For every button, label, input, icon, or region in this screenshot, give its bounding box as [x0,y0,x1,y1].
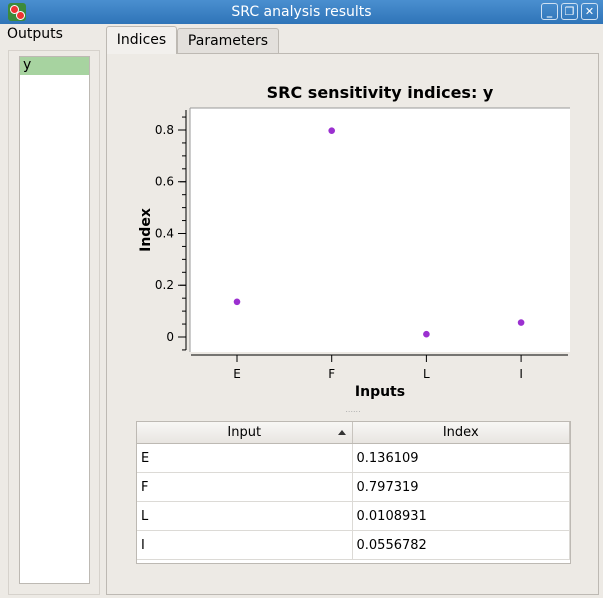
outputs-frame [8,50,100,595]
data-point-L [423,330,430,338]
splitter-handle-icon: ...... [345,405,360,414]
restore-button[interactable]: ❐ [561,3,578,20]
plot-area [190,108,570,352]
header-input[interactable]: Input [137,422,353,443]
header-index[interactable]: Index [353,422,570,443]
table-row[interactable]: E 0.136109 [137,444,570,473]
cell-index: 0.0108931 [353,502,570,530]
y-tick-label: 0.4 [155,226,174,240]
title-bar: SRC analysis results _ ❐ ✕ [0,0,603,24]
outputs-list[interactable]: y [19,56,90,584]
minimize-button[interactable]: _ [541,3,558,20]
y-axis-label: Index [138,208,154,252]
y-tick-label: 0.6 [155,175,174,189]
chart-title: SRC sensitivity indices: y [266,83,494,102]
data-point-I [517,319,525,326]
cell-index: 0.797319 [353,473,570,501]
data-point-F [328,127,336,134]
cell-input: L [137,502,353,530]
x-tick-label-I: I [519,367,523,381]
close-button[interactable]: ✕ [581,3,598,20]
app-icon [8,3,26,21]
output-item-y[interactable]: y [20,57,89,75]
indices-table[interactable]: Input Index E 0.136109 F 0.797319 L 0.0108931… [136,421,571,564]
y-tick-label: 0 [166,330,174,344]
cell-index: 0.136109 [353,444,570,472]
table-header: Input Index [137,422,570,444]
table-row[interactable]: I 0.0556782 [137,531,570,560]
sort-ascending-icon [337,430,346,435]
x-tick-label-E: E [233,367,241,381]
x-tick-label-L: L [423,367,430,381]
data-point-E [233,298,241,306]
tab-indices[interactable]: Indices [106,26,177,54]
table-row[interactable]: L 0.0108931 [137,502,570,531]
outputs-label: Outputs [7,26,63,42]
tab-parameters[interactable]: Parameters [177,28,279,53]
cell-input: I [137,531,353,559]
y-tick-label: 0.2 [155,278,174,292]
x-axis-label: Inputs [355,384,405,400]
cell-index: 0.0556782 [353,531,570,559]
y-tick-label: 0.8 [155,123,174,137]
window-title: SRC analysis results [231,4,372,20]
x-tick-label-F: F [328,367,335,381]
cell-input: F [137,473,353,501]
header-input-label: Input [227,425,262,440]
cell-input: E [137,444,353,472]
table-row[interactable]: F 0.797319 [137,473,570,502]
